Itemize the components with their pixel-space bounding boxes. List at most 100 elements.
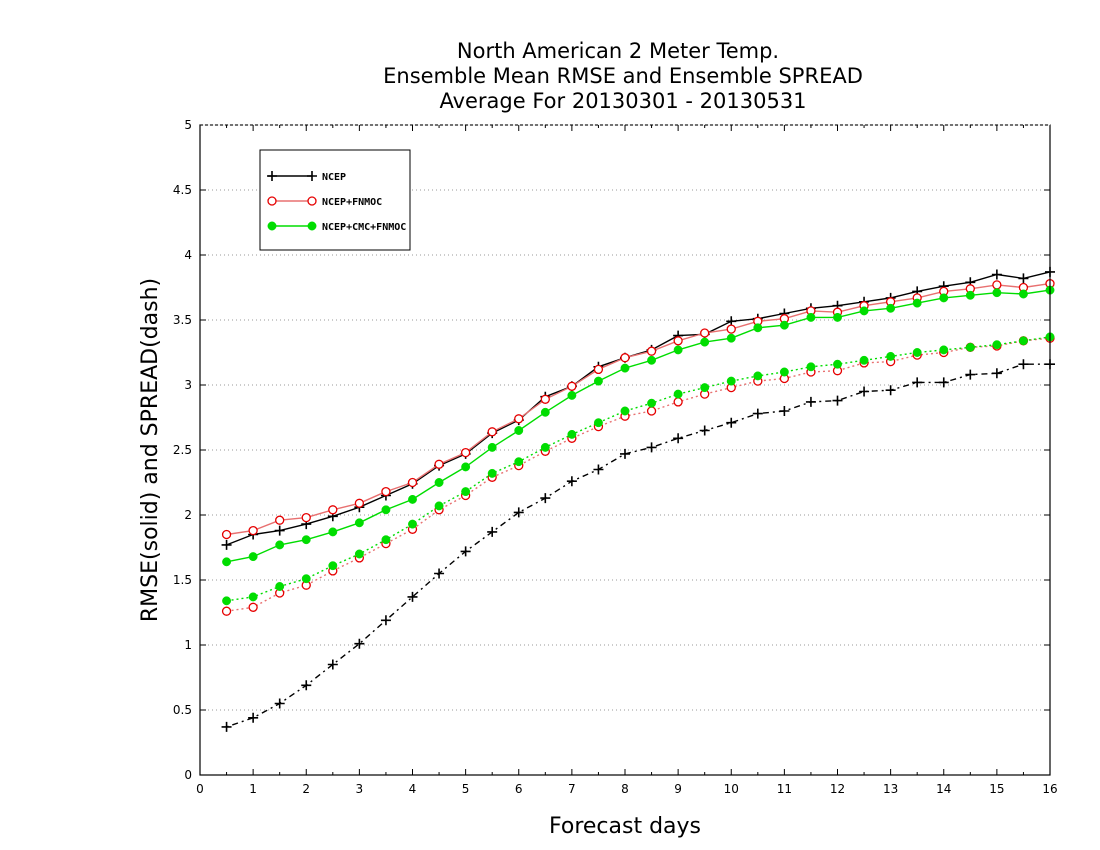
ncep-fnmoc-rmse-series <box>221 278 1055 540</box>
ncep-cmc-fnmoc-rmse-point <box>301 535 311 545</box>
ncep-cmc-fnmoc-spread-point <box>620 406 630 416</box>
ncep-spread-series <box>221 359 1055 732</box>
ncep-cmc-fnmoc-rmse-point <box>1018 289 1028 299</box>
ncep-cmc-fnmoc-spread-point <box>912 348 922 357</box>
x-tick-label: 1 <box>249 782 257 796</box>
ncep-cmc-fnmoc-rmse-point <box>886 303 896 313</box>
ncep-spread-point <box>938 377 949 388</box>
ncep-cmc-fnmoc-rmse-point <box>620 363 630 373</box>
ncep-cmc-fnmoc-spread-point <box>939 345 949 355</box>
ncep-spread-point <box>673 433 684 444</box>
ncep-cmc-fnmoc-spread-point <box>673 389 683 399</box>
y-tick-label: 1 <box>184 638 192 652</box>
ncep-spread-point <box>248 712 259 723</box>
ncep-rmse-point <box>274 525 285 536</box>
legend-label: NCEP <box>322 172 346 183</box>
ncep-cmc-fnmoc-rmse-point <box>753 323 763 333</box>
ncep-spread-point <box>620 448 630 459</box>
y-tick-label: 4.5 <box>173 183 192 197</box>
ncep-spread-point <box>487 526 498 537</box>
chart-title-line-2: Ensemble Mean RMSE and Ensemble SPREAD <box>383 64 863 88</box>
ncep-spread-point <box>327 659 338 670</box>
ncep-fnmoc-rmse-point <box>646 346 657 356</box>
ncep-fnmoc-rmse-point <box>487 427 497 437</box>
ncep-cmc-fnmoc-rmse-series <box>222 285 1055 567</box>
ncep-cmc-fnmoc-spread-point <box>726 376 736 386</box>
ncep-cmc-fnmoc-rmse-point <box>567 390 577 400</box>
legend-marker <box>267 196 277 206</box>
x-tick-label: 0 <box>196 782 204 796</box>
legend-entry-ncep-fnmoc: NCEP+FNMOC <box>267 196 382 208</box>
ncep-spread-point <box>354 638 365 649</box>
y-tick-label: 2 <box>184 508 192 522</box>
ncep-fnmoc-rmse-point <box>992 280 1002 290</box>
ncep-fnmoc-rmse-point <box>726 324 736 334</box>
y-tick-label: 4 <box>184 248 192 262</box>
ncep-cmc-fnmoc-rmse-point <box>354 518 364 528</box>
y-tick-label: 0 <box>184 768 192 782</box>
x-tick-label: 5 <box>462 782 470 796</box>
ncep-spread-point <box>726 417 737 428</box>
ncep-spread-point <box>752 408 763 419</box>
ncep-fnmoc-rmse-point <box>354 498 365 508</box>
ncep-cmc-fnmoc-spread-point <box>567 429 577 439</box>
legend-marker <box>307 196 317 206</box>
ncep-cmc-fnmoc-rmse-point <box>222 557 232 567</box>
ncep-spread-point <box>912 377 923 388</box>
ncep-cmc-fnmoc-rmse-line <box>226 289 1051 563</box>
ncep-cmc-fnmoc-rmse-point <box>275 540 285 550</box>
ncep-fnmoc-rmse-point <box>301 512 311 523</box>
chart-title-line-1: North American 2 Meter Temp. <box>457 39 779 63</box>
ncep-cmc-fnmoc-spread-point <box>700 383 710 393</box>
ncep-cmc-fnmoc-spread-point <box>540 442 550 452</box>
ncep-fnmoc-rmse-point <box>700 328 710 338</box>
x-tick-label: 4 <box>409 782 417 796</box>
ncep-cmc-fnmoc-rmse-point <box>806 312 816 322</box>
legend-label: NCEP+FNMOC <box>322 197 382 208</box>
ncep-fnmoc-rmse-point <box>434 459 444 469</box>
ncep-spread-point <box>593 464 604 475</box>
ncep-cmc-fnmoc-rmse-point <box>965 290 975 300</box>
ncep-rmse-point <box>991 269 1002 280</box>
ncep-cmc-fnmoc-rmse-point <box>461 462 471 472</box>
series-layer <box>221 266 1055 732</box>
ncep-cmc-fnmoc-spread-point <box>354 549 364 559</box>
ncep-cmc-fnmoc-spread-point <box>992 340 1002 350</box>
ncep-fnmoc-rmse-point <box>221 529 232 540</box>
x-tick-label: 16 <box>1042 782 1057 796</box>
ncep-fnmoc-rmse-point <box>514 414 524 424</box>
ncep-cmc-fnmoc-rmse-point <box>939 293 949 303</box>
ncep-cmc-fnmoc-spread-point <box>1018 336 1028 346</box>
legend: NCEP NCEP+FNMOC NCEP+CMC+FNMOC <box>259 149 411 251</box>
ncep-cmc-fnmoc-spread-point <box>886 351 896 361</box>
x-tick-label: 14 <box>936 782 951 796</box>
ncep-spread-point <box>301 680 312 691</box>
grid-lines <box>200 189 1050 711</box>
ncep-cmc-fnmoc-rmse-point <box>593 376 603 386</box>
ncep-fnmoc-rmse-point <box>381 486 391 497</box>
ncep-cmc-fnmoc-spread-point <box>514 457 524 467</box>
ncep-spread-point <box>832 395 843 406</box>
ncep-cmc-fnmoc-rmse-point <box>328 527 338 537</box>
ncep-cmc-fnmoc-rmse-point <box>381 505 391 515</box>
ncep-fnmoc-rmse-point <box>620 353 630 363</box>
ncep-cmc-fnmoc-spread-point <box>275 582 285 591</box>
x-tick-label: 10 <box>724 782 739 796</box>
ncep-cmc-fnmoc-rmse-point <box>833 312 842 322</box>
ncep-cmc-fnmoc-rmse-point <box>992 288 1002 298</box>
ncep-cmc-fnmoc-spread-point <box>753 371 763 381</box>
x-tick-label: 8 <box>621 782 629 796</box>
ncep-cmc-fnmoc-spread-point <box>248 592 258 602</box>
ncep-cmc-fnmoc-spread-line <box>226 336 1051 602</box>
ncep-rmse-point <box>221 539 232 550</box>
x-tick-label: 2 <box>302 782 310 796</box>
ncep-cmc-fnmoc-spread-point <box>487 468 497 478</box>
ncep-spread-point <box>460 546 471 557</box>
y-tick-label: 3.5 <box>173 313 192 327</box>
x-tick-label: 13 <box>883 782 898 796</box>
legend-marker <box>267 221 277 231</box>
ncep-cmc-fnmoc-rmse-point <box>726 333 736 343</box>
legend-marker <box>307 221 317 231</box>
ncep-cmc-fnmoc-rmse-point <box>514 426 524 435</box>
